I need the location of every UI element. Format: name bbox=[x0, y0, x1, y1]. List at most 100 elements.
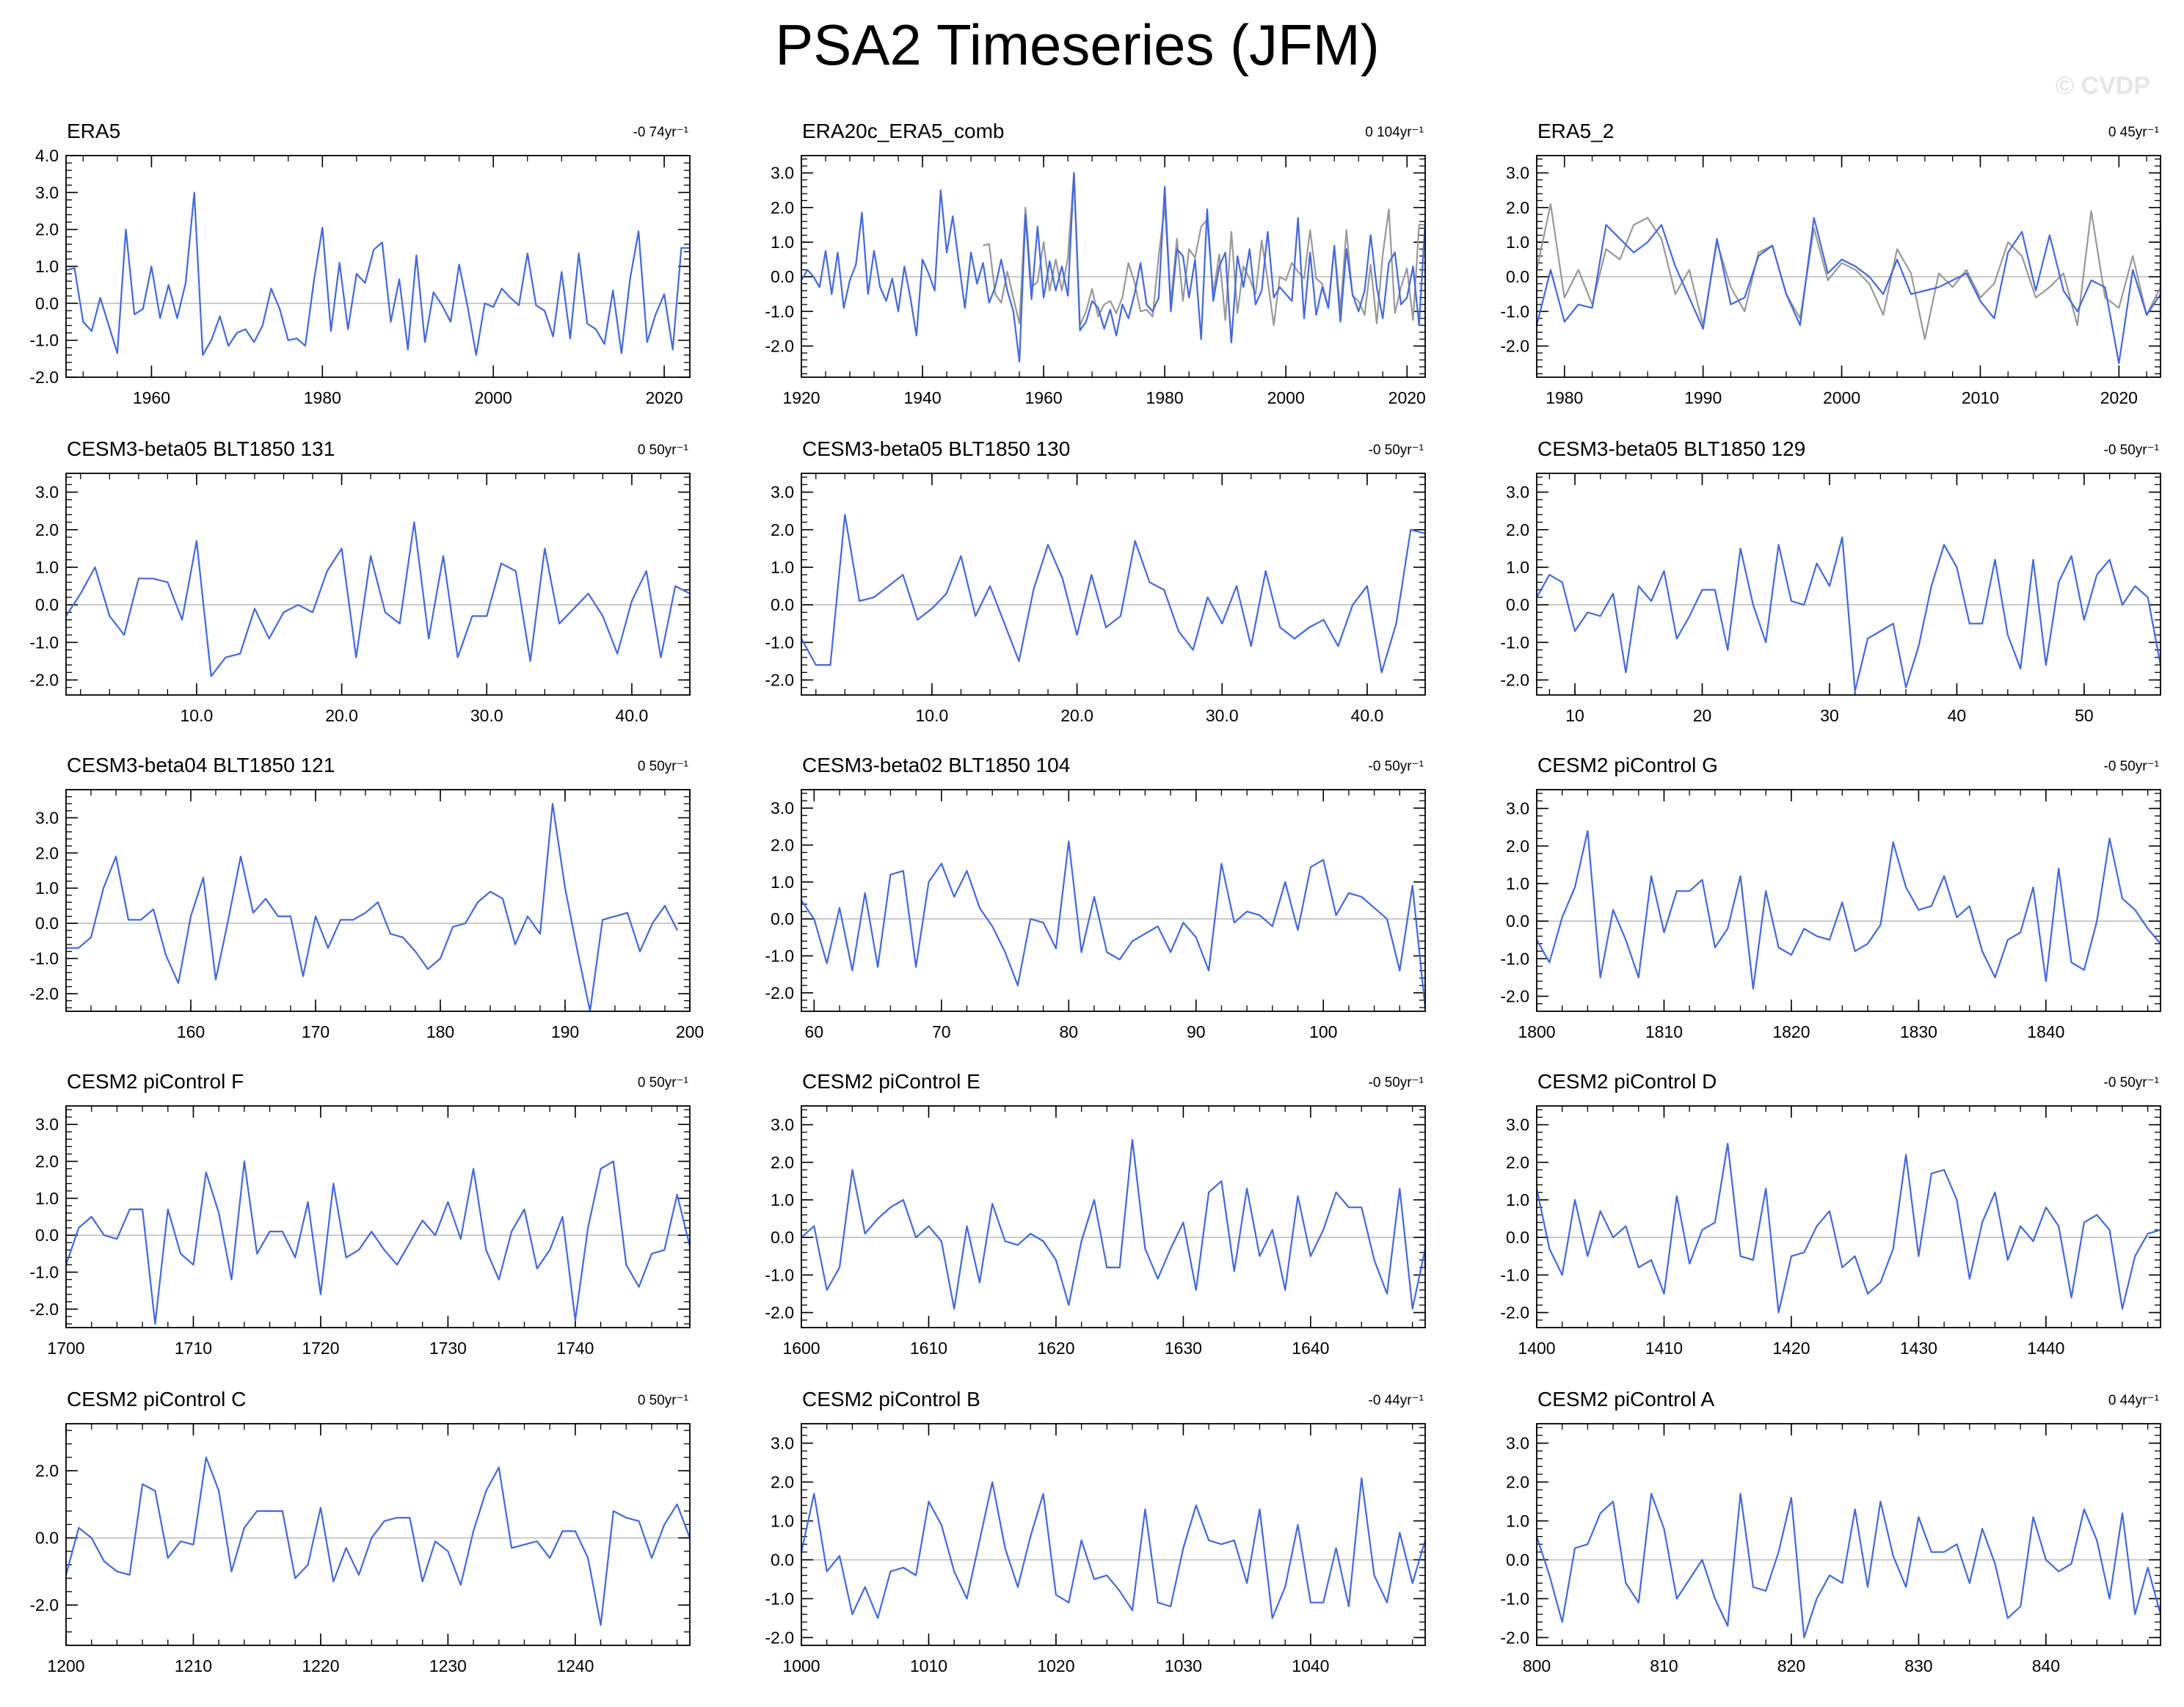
series-line-model bbox=[65, 521, 691, 677]
y-tick-label: 0.0 bbox=[771, 1228, 794, 1247]
panel-frame bbox=[1536, 473, 2161, 696]
y-tick-label: 1.0 bbox=[1506, 1190, 1529, 1209]
y-tick-label: -2.0 bbox=[29, 984, 59, 1003]
panel-title: CESM3-beta05 BLT1850 130 bbox=[802, 437, 1070, 460]
x-tick-label: 1600 bbox=[782, 1339, 820, 1358]
y-tick-label: 1.0 bbox=[771, 873, 794, 892]
x-tick-label: 1720 bbox=[302, 1339, 339, 1358]
y-tick-label: 3.0 bbox=[771, 1115, 794, 1135]
y-tick-label: 3.0 bbox=[771, 798, 794, 818]
x-tick-label: 1410 bbox=[1645, 1339, 1683, 1358]
x-tick-label: 830 bbox=[1904, 1656, 1932, 1675]
x-tick-label: 1700 bbox=[47, 1339, 84, 1358]
y-tick-label: 2.0 bbox=[35, 1461, 59, 1480]
x-tick-label: 1820 bbox=[1772, 1022, 1810, 1041]
y-tick-label: 0.0 bbox=[771, 909, 794, 928]
y-tick-label: 3.0 bbox=[35, 1115, 59, 1134]
x-tick-label: 1920 bbox=[782, 388, 820, 407]
panel-frame bbox=[801, 1423, 1426, 1646]
y-tick-label: 1.0 bbox=[771, 558, 794, 577]
y-tick-label: 1.0 bbox=[1506, 874, 1529, 893]
panel-trend: -0 50yr⁻¹ bbox=[2104, 443, 2160, 458]
x-tick-label: 820 bbox=[1777, 1656, 1805, 1675]
series-line-model bbox=[1536, 536, 2162, 693]
y-tick-label: -1.0 bbox=[1500, 949, 1529, 968]
x-tick-label: 180 bbox=[426, 1022, 454, 1041]
panel-title: CESM3-beta05 BLT1850 131 bbox=[67, 437, 335, 460]
y-tick-label: -1.0 bbox=[765, 633, 794, 652]
panel-15: CESM2 piControl A 0 44yr⁻¹ 800 810 820 830 840… bbox=[1500, 1388, 2162, 1675]
panel-trend: 0 50yr⁻¹ bbox=[638, 1075, 688, 1091]
x-tick-label: 1040 bbox=[1292, 1656, 1329, 1675]
y-tick-label: 2.0 bbox=[35, 220, 59, 239]
y-tick-label: 2.0 bbox=[771, 836, 794, 855]
x-tick-label: 1940 bbox=[903, 388, 941, 407]
panel-trend: 0 104yr⁻¹ bbox=[1365, 125, 1424, 140]
y-tick-label: 1.0 bbox=[771, 1511, 794, 1530]
panel-8: CESM3-beta02 BLT1850 104 -0 50yr⁻¹ 60 70 80 9… bbox=[765, 754, 1427, 1041]
y-tick-label: -2.0 bbox=[1500, 671, 1529, 690]
y-tick-label: -1.0 bbox=[1500, 302, 1529, 321]
y-tick-label: 1.0 bbox=[35, 878, 59, 898]
x-tick-label: 810 bbox=[1650, 1656, 1678, 1675]
x-tick-label: 160 bbox=[177, 1022, 205, 1041]
y-tick-label: 2.0 bbox=[35, 1152, 59, 1171]
panel-frame bbox=[1536, 1423, 2161, 1646]
y-tick-label: 3.0 bbox=[771, 1433, 794, 1452]
panel-14: CESM2 piControl B -0 44yr⁻¹ 1000 1010 1020 10… bbox=[765, 1388, 1427, 1675]
y-tick-label: 1.0 bbox=[1506, 558, 1529, 577]
series-line-model bbox=[66, 803, 678, 1013]
y-tick-label: 0.0 bbox=[771, 267, 794, 286]
y-tick-label: -1.0 bbox=[29, 1263, 59, 1282]
x-tick-label: 1730 bbox=[429, 1339, 467, 1358]
x-tick-label: 1980 bbox=[1146, 388, 1184, 407]
panel-trend: 0 50yr⁻¹ bbox=[638, 443, 688, 458]
panel-title: CESM3-beta05 BLT1850 129 bbox=[1537, 437, 1805, 460]
panel-11: CESM2 piControl E -0 50yr⁻¹ 1600 1610 1620 16… bbox=[765, 1070, 1427, 1358]
panel-title: ERA5_2 bbox=[1537, 120, 1614, 142]
y-tick-label: -2.0 bbox=[29, 671, 59, 690]
x-tick-label: 10.0 bbox=[916, 706, 949, 725]
x-tick-label: 30 bbox=[1820, 706, 1839, 725]
panel-title: CESM2 piControl G bbox=[1537, 754, 1718, 776]
x-tick-label: 1980 bbox=[1546, 388, 1583, 407]
y-tick-label: 0.0 bbox=[771, 1550, 794, 1569]
x-tick-label: 1230 bbox=[429, 1656, 467, 1675]
x-tick-label: 40 bbox=[1948, 706, 1967, 725]
panel-frame bbox=[65, 789, 691, 1012]
series-line-era20c bbox=[801, 172, 1427, 363]
x-tick-label: 840 bbox=[2032, 1656, 2060, 1675]
x-tick-label: 10 bbox=[1565, 706, 1584, 725]
x-tick-label: 1400 bbox=[1518, 1339, 1555, 1358]
x-tick-label: 1840 bbox=[2027, 1022, 2064, 1041]
series-line-model bbox=[801, 1138, 1427, 1310]
series-line-model bbox=[801, 840, 1427, 1008]
y-tick-label: 0.0 bbox=[35, 1226, 59, 1245]
panel-title: CESM2 piControl F bbox=[67, 1070, 244, 1093]
panel-frame bbox=[1536, 789, 2161, 1012]
y-tick-label: 1.0 bbox=[771, 1190, 794, 1209]
series-line-model bbox=[1535, 1143, 2161, 1314]
panel-trend: -0 50yr⁻¹ bbox=[2104, 1075, 2160, 1091]
y-tick-label: -2.0 bbox=[1500, 337, 1529, 356]
x-tick-label: 1980 bbox=[304, 388, 341, 407]
panel-frame bbox=[801, 1105, 1426, 1328]
panel-12: CESM2 piControl D -0 50yr⁻¹ 1400 1410 1420 14… bbox=[1500, 1070, 2161, 1358]
x-tick-label: 1420 bbox=[1772, 1339, 1810, 1358]
y-tick-label: -1.0 bbox=[765, 1265, 794, 1284]
y-tick-label: -2.0 bbox=[1500, 987, 1529, 1006]
panel-title: CESM2 piControl A bbox=[1537, 1388, 1715, 1411]
panel-frame bbox=[65, 473, 691, 696]
y-tick-label: -1.0 bbox=[29, 331, 59, 350]
y-tick-label: -2.0 bbox=[29, 368, 59, 387]
y-tick-label: 2.0 bbox=[771, 520, 794, 539]
y-tick-label: 1.0 bbox=[35, 558, 59, 577]
y-tick-label: -2.0 bbox=[29, 1595, 59, 1615]
x-tick-label: 1830 bbox=[1900, 1022, 1937, 1041]
x-tick-label: 20.0 bbox=[1060, 706, 1093, 725]
x-tick-label: 1200 bbox=[47, 1656, 84, 1675]
y-tick-label: 3.0 bbox=[1506, 799, 1529, 818]
y-tick-label: 2.0 bbox=[1506, 520, 1529, 539]
y-tick-label: 2.0 bbox=[771, 1472, 794, 1491]
x-tick-label: 1430 bbox=[1900, 1339, 1937, 1358]
